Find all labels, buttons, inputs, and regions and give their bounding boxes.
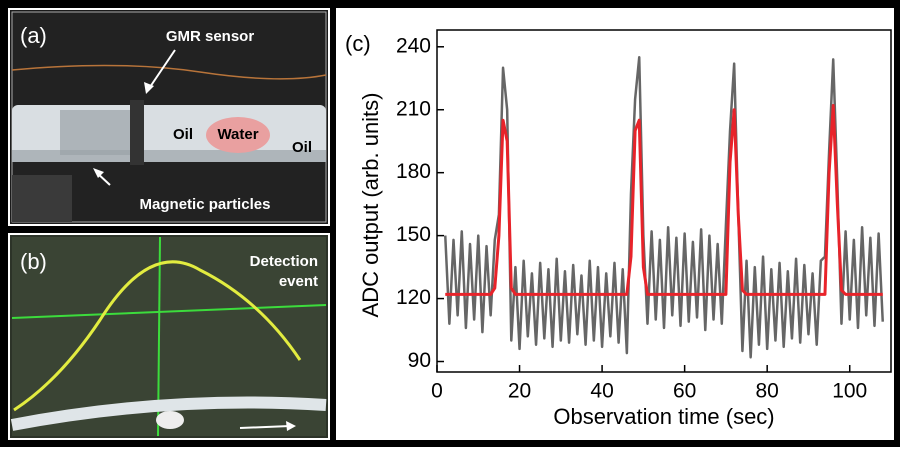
- panel-label: (a): [20, 23, 47, 48]
- y-tick-label: 90: [408, 349, 431, 372]
- y-tick-label: 120: [396, 286, 431, 309]
- series-line: [444, 56, 884, 359]
- series-line: [445, 104, 883, 296]
- x-tick-label: 100: [832, 380, 867, 403]
- x-tick-label: 20: [508, 380, 531, 403]
- y-tick-label: 210: [396, 97, 431, 120]
- panel-b: (b) Detection event: [8, 233, 330, 440]
- annotation: GMR sensor: [166, 28, 255, 45]
- y-tick-label: 180: [396, 160, 431, 183]
- x-tick-label: 40: [590, 380, 613, 403]
- plot-frame: [436, 29, 892, 373]
- annotation: Oil: [173, 126, 193, 143]
- annotation: event: [279, 273, 318, 290]
- annotation: Magnetic particles: [140, 196, 271, 213]
- annotation: Detection: [250, 253, 318, 270]
- annotation: Oil: [292, 139, 312, 156]
- y-tick-label: 240: [396, 34, 431, 57]
- panel-a: (a) GMR sensor Oil Water Oil Magnetic pa…: [8, 8, 330, 226]
- x-tick-label: 80: [756, 380, 779, 403]
- y-axis-label: ADC output (arb. units): [358, 93, 383, 318]
- panel-c: (c) Observation time (sec) ADC output (a…: [336, 8, 894, 440]
- x-tick-label: 0: [431, 380, 443, 403]
- y-tick-label: 150: [396, 223, 431, 246]
- panel-label: (c): [345, 31, 371, 56]
- x-axis-label: Observation time (sec): [553, 404, 774, 429]
- x-tick-label: 60: [673, 380, 696, 403]
- panel-label: (b): [20, 249, 47, 274]
- annotation: Water: [217, 126, 258, 143]
